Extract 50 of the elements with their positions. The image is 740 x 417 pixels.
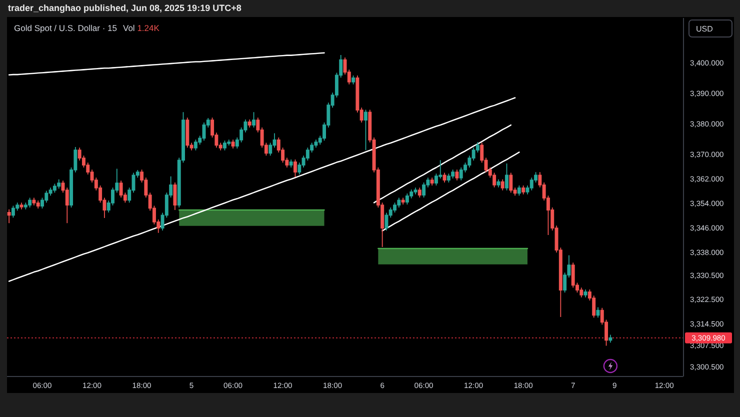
candlestick xyxy=(36,200,40,209)
candlestick xyxy=(405,193,409,205)
candlestick xyxy=(584,289,588,298)
candlestick xyxy=(500,178,504,191)
candlestick xyxy=(314,139,318,148)
candlestick xyxy=(509,172,513,194)
candlestick xyxy=(24,202,28,210)
candlestick xyxy=(430,177,434,186)
candlestick xyxy=(231,139,235,149)
y-axis-title: USD xyxy=(696,24,714,34)
candlestick xyxy=(517,185,521,196)
candlestick xyxy=(608,334,612,344)
candlestick xyxy=(248,119,252,128)
candlestick xyxy=(596,306,600,318)
candlestick xyxy=(173,182,177,210)
candlestick xyxy=(11,205,15,218)
candlestick xyxy=(455,169,459,181)
candlestick xyxy=(289,159,293,168)
candlestick xyxy=(522,185,526,195)
candlestick xyxy=(352,75,356,85)
line-series xyxy=(8,52,325,76)
text: Vol 1.24K xyxy=(123,23,160,33)
text: Gold Spot / U.S. Dollar · 15 xyxy=(14,23,118,33)
text: trader_changhao published, Jun 08, 2025 19:19 UTC+8 xyxy=(8,3,242,13)
candlestick xyxy=(7,208,11,224)
candlestick xyxy=(252,112,256,128)
candlestick xyxy=(222,140,226,151)
candlestick xyxy=(451,169,455,179)
candlestick xyxy=(202,122,206,142)
line-series xyxy=(8,97,516,282)
line-series xyxy=(382,152,520,232)
line-series xyxy=(373,124,512,204)
candlestick xyxy=(186,117,190,148)
candlestick xyxy=(401,197,405,205)
candlestick xyxy=(414,187,418,195)
candlestick xyxy=(28,197,32,208)
candlestick xyxy=(571,262,575,288)
candlestick xyxy=(20,202,24,210)
candlestick xyxy=(446,173,450,183)
candlestick xyxy=(505,163,508,191)
candlestick xyxy=(194,139,198,151)
candlestick xyxy=(32,197,36,206)
candlestick xyxy=(496,178,500,188)
candlestick xyxy=(442,172,446,183)
candlestick xyxy=(52,183,56,194)
candlestick xyxy=(418,187,422,198)
candlestick xyxy=(580,287,584,298)
candlestick xyxy=(57,178,61,190)
candlestick xyxy=(364,109,368,151)
candlestick xyxy=(293,159,297,178)
